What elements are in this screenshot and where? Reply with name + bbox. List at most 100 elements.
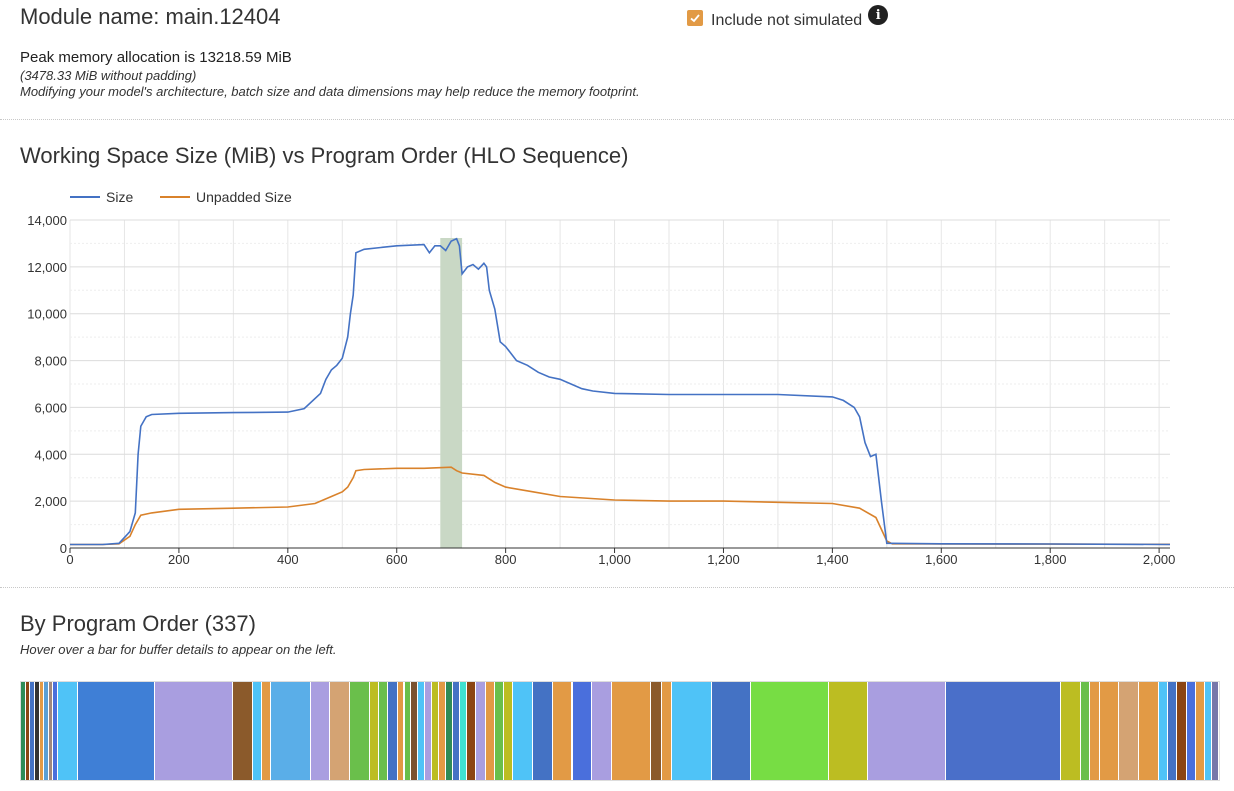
buffer-bar[interactable]	[411, 682, 419, 780]
buffer-bar[interactable]	[271, 682, 311, 780]
x-tick-label: 400	[277, 552, 299, 567]
buffer-bar[interactable]	[453, 682, 461, 780]
buffer-bar[interactable]	[1205, 682, 1213, 780]
buffer-bar[interactable]	[1168, 682, 1178, 780]
buffer-bar[interactable]	[867, 682, 946, 780]
y-tick-label: 4,000	[34, 447, 67, 462]
buffer-bar[interactable]	[252, 682, 262, 780]
x-tick-label: 200	[168, 552, 190, 567]
buffer-bar[interactable]	[58, 682, 78, 780]
x-tick-label: 1,400	[816, 552, 849, 567]
buffer-bar[interactable]	[25, 682, 31, 780]
buffer-bar[interactable]	[369, 682, 379, 780]
buffer-bar[interactable]	[418, 682, 426, 780]
buffer-bar[interactable]	[494, 682, 505, 780]
buffer-bar[interactable]	[1195, 682, 1206, 780]
x-tick-label: 1,600	[925, 552, 958, 567]
buffer-bar[interactable]	[425, 682, 433, 780]
chart-legend[interactable]: Size Unpadded Size	[70, 189, 292, 205]
buffer-bar[interactable]	[467, 682, 477, 780]
chart-title: Working Space Size (MiB) vs Program Orde…	[20, 143, 629, 168]
buffer-bar[interactable]	[533, 682, 553, 780]
buffer-bar[interactable]	[48, 682, 54, 780]
buffer-bar[interactable]	[1186, 682, 1196, 780]
buffer-bar[interactable]	[1177, 682, 1187, 780]
info-icon[interactable]: i	[868, 5, 889, 25]
include-not-simulated-label: Include not simulated	[711, 12, 863, 29]
buffer-bar[interactable]	[379, 682, 389, 780]
y-tick-label: 14,000	[27, 213, 67, 228]
y-tick-label: 12,000	[27, 260, 67, 275]
series-line-size	[70, 237, 1171, 546]
module-title: Module name: main.12404	[20, 4, 281, 29]
buffer-bar[interactable]	[330, 682, 351, 780]
buffer-bar[interactable]	[44, 682, 49, 780]
buffer-bar[interactable]	[310, 682, 331, 780]
buffer-bar[interactable]	[504, 682, 514, 780]
buffer-bar[interactable]	[711, 682, 751, 780]
section-divider	[0, 119, 1234, 120]
y-tick-label: 10,000	[27, 307, 67, 322]
buffer-bar[interactable]	[672, 682, 712, 780]
buffer-bar[interactable]	[388, 682, 398, 780]
buffer-bar[interactable]	[945, 682, 1062, 780]
buffer-bar[interactable]	[21, 682, 26, 780]
buffer-bar[interactable]	[485, 682, 495, 780]
y-tick-label: 8,000	[34, 354, 67, 369]
memory-hint-text: Modifying your model's architecture, bat…	[20, 84, 640, 99]
buffer-bar[interactable]	[1061, 682, 1082, 780]
chart-grid	[69, 219, 1170, 548]
buffer-bar[interactable]	[404, 682, 412, 780]
buffer-bar[interactable]	[513, 682, 534, 780]
buffer-bar[interactable]	[397, 682, 405, 780]
buffer-bar[interactable]	[432, 682, 440, 780]
buffer-bar[interactable]	[611, 682, 652, 780]
buffer-bar[interactable]	[552, 682, 573, 780]
buffer-bar[interactable]	[39, 682, 45, 780]
buffer-bar[interactable]	[30, 682, 35, 780]
program-order-title: By Program Order (337)	[20, 611, 256, 636]
x-tick-label: 1,800	[1034, 552, 1067, 567]
buffer-bar[interactable]	[446, 682, 454, 780]
y-tick-label: 2,000	[34, 494, 67, 509]
checkmark-icon	[690, 14, 700, 23]
series-line-unpadded-size	[70, 466, 1171, 546]
buffer-bar[interactable]	[750, 682, 829, 780]
memory-line-chart[interactable]: 0 200 400 600 800 1,000 1,200 1,400 1,600 1,800 2,…	[0, 180, 1234, 580]
x-tick-label: 800	[495, 552, 517, 567]
x-tick-label: 2,000	[1143, 552, 1176, 567]
buffer-bar[interactable]	[1119, 682, 1140, 780]
buffer-bar[interactable]	[350, 682, 370, 780]
buffer-bar[interactable]	[1212, 682, 1219, 780]
peak-memory-text: Peak memory allocation is 13218.59 MiB	[20, 49, 292, 66]
buffer-bar[interactable]	[261, 682, 272, 780]
buffer-bar[interactable]	[651, 682, 662, 780]
program-order-bar-strip[interactable]	[20, 681, 1220, 781]
x-tick-label: 1,200	[707, 552, 740, 567]
buffer-bar[interactable]	[155, 682, 234, 780]
buffer-bar[interactable]	[439, 682, 447, 780]
legend-label[interactable]: Size	[106, 189, 133, 205]
buffer-bar[interactable]	[828, 682, 868, 780]
legend-label[interactable]: Unpadded Size	[196, 189, 292, 205]
buffer-bar[interactable]	[460, 682, 468, 780]
chart-axes: 0 200 400 600 800 1,000 1,200 1,400 1,600 1,800 2,…	[27, 213, 1175, 567]
buffer-bar[interactable]	[572, 682, 593, 780]
section-divider	[0, 587, 1234, 588]
buffer-bar[interactable]	[34, 682, 40, 780]
x-tick-label: 0	[66, 552, 73, 567]
buffer-bar[interactable]	[53, 682, 59, 780]
buffer-bar[interactable]	[476, 682, 486, 780]
buffer-bar[interactable]	[1139, 682, 1159, 780]
buffer-bar[interactable]	[1090, 682, 1100, 780]
buffer-bar[interactable]	[233, 682, 253, 780]
include-not-simulated-checkbox[interactable]	[687, 10, 703, 26]
buffer-bar[interactable]	[661, 682, 673, 780]
buffer-bar[interactable]	[1158, 682, 1169, 780]
buffer-bar[interactable]	[1081, 682, 1091, 780]
buffer-bar[interactable]	[1099, 682, 1120, 780]
buffer-bar[interactable]	[77, 682, 156, 780]
include-not-simulated-toggle[interactable]: Include not simulated i	[687, 5, 889, 30]
highlight-band	[440, 238, 463, 548]
buffer-bar[interactable]	[592, 682, 612, 780]
